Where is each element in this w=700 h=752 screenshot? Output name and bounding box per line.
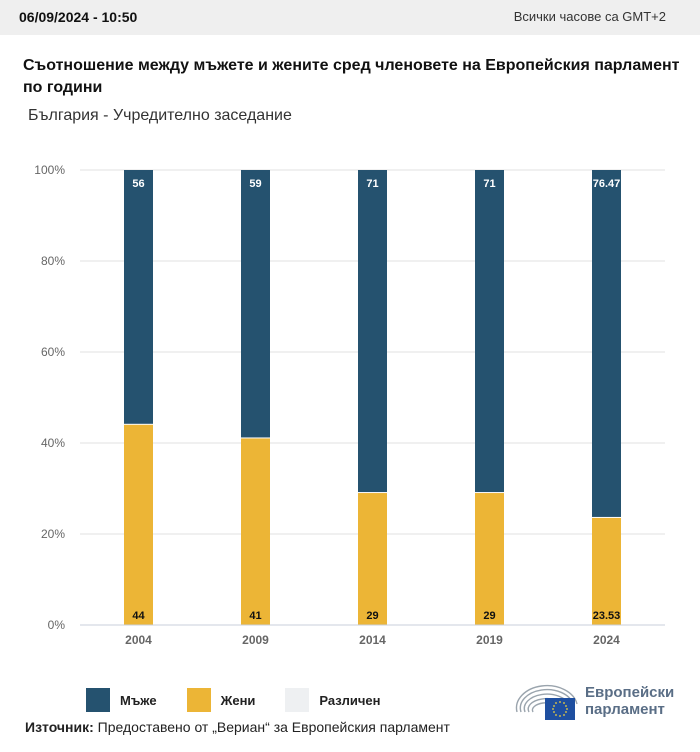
x-tick-label: 2014 [359,633,386,647]
y-tick-label: 80% [41,254,65,268]
y-tick-label: 40% [41,436,65,450]
chart-title: Съотношение между мъжете и жените сред ч… [23,57,680,96]
x-tick-label: 2024 [593,633,620,647]
data-label-men: 76.47 [593,178,621,190]
legend-item-men[interactable]: Мъже [86,688,157,712]
legend: Мъже Жени Различен [86,688,410,712]
data-label-women: 29 [366,610,378,622]
bar-women [475,493,504,625]
legend-swatch-men [86,688,110,712]
data-label-women: 23.53 [593,610,621,622]
y-tick-label: 60% [41,345,65,359]
top-bar: 06/09/2024 - 10:50 Всички часове са GMT+… [0,0,700,35]
legend-swatch-other [285,688,310,712]
source-text: Предоставено от „Вериан“ за Европейския … [93,719,450,735]
data-label-men: 71 [366,178,378,190]
source-label: Източник: [25,719,94,735]
legend-item-women[interactable]: Жени [186,688,256,712]
data-label-men: 71 [483,178,495,190]
bar-women [124,424,153,625]
x-tick-label: 2019 [476,633,503,647]
data-label-women: 41 [249,610,261,622]
parliament-hemicycle-icon [515,684,578,720]
bar-women [241,438,270,625]
bar-chart: 0% 20% 40% 60% 80% 100% 56 44 59 41 71 29 71 29 76.47… [34,163,665,647]
chart-subtitle: България - Учредително заседание [28,107,292,124]
data-label-men: 56 [132,178,144,190]
logo-line-1: Европейски [585,684,675,701]
timezone-note: Всички часове са GMT+2 [513,9,666,24]
x-tick-label: 2009 [242,633,269,647]
ep-logo: Европейски парламент [513,682,693,722]
bar-women [358,493,387,625]
logo-text: Европейски парламент [585,684,674,718]
logo-line-2: парламент [585,701,665,718]
bar-women [592,517,621,625]
x-axis: 2004 2009 2014 2019 2024 [80,624,665,647]
y-axis: 0% 20% 40% 60% 80% 100% [34,163,65,632]
bar-men [358,170,387,493]
y-tick-label: 20% [41,527,65,541]
bar-men [475,170,504,493]
x-tick-label: 2004 [125,633,152,647]
bars: 56 44 59 41 71 29 71 29 76.47 23.53 [124,170,621,625]
eu-flag-icon [545,698,575,720]
data-label-men: 59 [249,178,261,190]
source-note: Източник: Предоставено от „Вериан“ за Ев… [25,719,450,735]
datetime: 06/09/2024 - 10:50 [19,9,138,25]
bar-men [592,170,621,517]
legend-item-other[interactable]: Различен [285,688,380,712]
legend-label-other: Различен [319,692,381,708]
legend-swatch-women [186,688,211,712]
legend-label-women: Жени [220,692,256,708]
data-label-women: 44 [132,610,145,622]
bar-men [124,170,153,424]
legend-label-men: Мъже [120,692,157,708]
data-label-women: 29 [483,610,495,622]
y-tick-label: 100% [34,163,65,177]
bar-men [241,170,270,438]
y-tick-label: 0% [48,618,66,632]
